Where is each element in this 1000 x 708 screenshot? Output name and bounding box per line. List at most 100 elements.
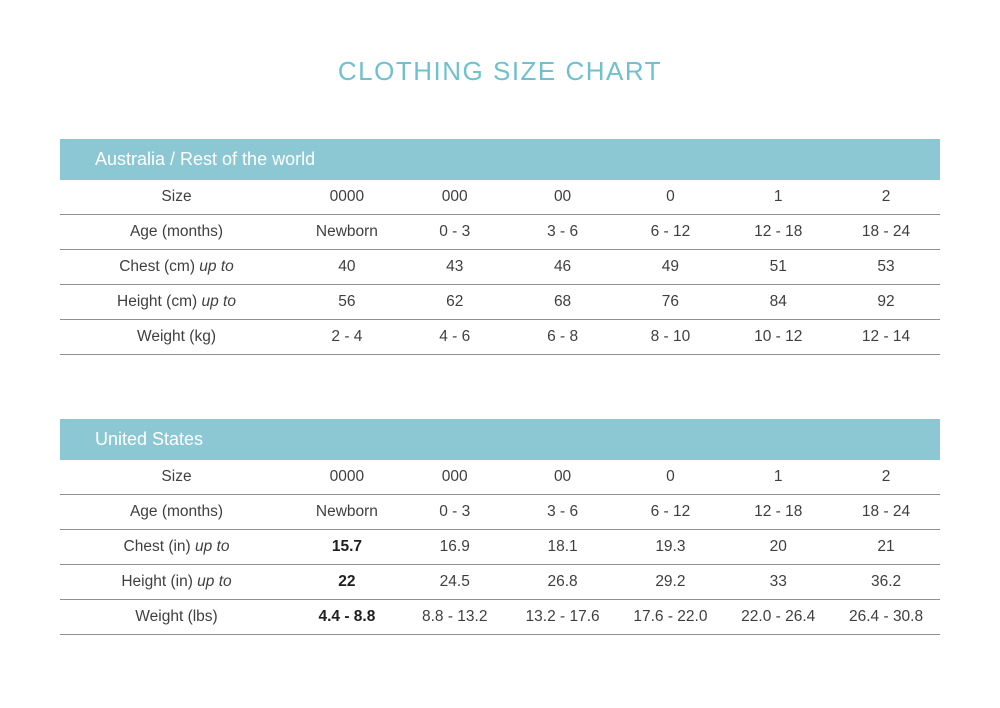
- size-value-cell: 3 - 6: [547, 223, 579, 240]
- row-label-qualifier: up to: [197, 293, 236, 310]
- size-value-cell: 16.9: [439, 538, 470, 555]
- size-value-cell: 46: [553, 258, 572, 275]
- size-value-cell: 26.8: [547, 573, 578, 590]
- row-label: Height (cm) up to: [60, 293, 293, 311]
- size-table-united-states: United States Size 0000 000 00 0 1 2 Age (month…: [60, 419, 940, 635]
- row-label-text: Height (in): [121, 573, 193, 590]
- table-body-united-states: Size 0000 000 00 0 1 2 Age (months) Newborn 0 - 3…: [60, 460, 940, 635]
- size-value-cell: 19.3: [655, 538, 686, 555]
- size-value-cell: 15.7: [331, 538, 362, 555]
- row-label-text: Size: [161, 468, 192, 485]
- size-value-cell: 24.5: [439, 573, 470, 590]
- size-value-cell: 3 - 6: [547, 503, 579, 520]
- size-value-cell: 12 - 18: [754, 223, 803, 240]
- page-title: CLOTHING SIZE CHART: [337, 56, 663, 86]
- row-label: Weight (lbs): [60, 608, 293, 626]
- row-label-qualifier: up to: [192, 573, 232, 590]
- size-value-cell: 8 - 10: [650, 328, 691, 345]
- table-row: Age (months) Newborn 0 - 3 3 - 6 6 - 12 12 - …: [60, 215, 940, 250]
- size-value-cell: 53: [877, 258, 895, 275]
- size-value-cell: Newborn: [315, 223, 378, 240]
- table-row: Age (months) Newborn 0 - 3 3 - 6 6 - 12 12 - …: [60, 495, 940, 530]
- size-value-cell: 2: [881, 468, 891, 485]
- size-value-cell: 68: [553, 293, 572, 310]
- size-value-cell: 12 - 18: [754, 503, 803, 520]
- row-label: Height (in) up to: [60, 573, 293, 591]
- size-value-cell: 29.2: [655, 573, 686, 590]
- row-label: Size: [60, 468, 293, 486]
- size-value-cell: 1: [773, 188, 783, 205]
- size-value-cell: 0 - 3: [439, 503, 471, 520]
- size-value-cell: 00: [553, 468, 572, 485]
- size-value-cell: 4 - 6: [439, 328, 471, 345]
- size-value-cell: 0: [666, 468, 675, 485]
- size-value-cell: 13.2 - 17.6: [525, 608, 600, 625]
- size-value-cell: 000: [441, 188, 468, 205]
- size-value-cell: 92: [877, 293, 895, 310]
- table-header-united-states: United States: [60, 419, 940, 460]
- row-label-qualifier: up to: [195, 258, 234, 275]
- size-value-cell: 18 - 24: [861, 223, 911, 240]
- row-label: Age (months): [60, 223, 293, 241]
- size-value-cell: 0000: [329, 188, 365, 205]
- table-row: Chest (cm) up to 40 43 46 49 51 53: [60, 250, 940, 285]
- size-value-cell: 21: [877, 538, 895, 555]
- row-label-text: Age (months): [129, 223, 224, 240]
- size-value-cell: 6 - 8: [547, 328, 579, 345]
- row-label-text: Age (months): [129, 503, 224, 520]
- size-value-cell: 0 - 3: [439, 223, 471, 240]
- size-value-cell: 20: [769, 538, 787, 555]
- size-table-australia: Australia / Rest of the world Size 0000 00…: [60, 139, 940, 355]
- row-label-text: Chest (in): [123, 538, 191, 555]
- size-value-cell: Newborn: [315, 503, 378, 520]
- size-value-cell: 8.8 - 13.2: [421, 608, 488, 625]
- size-value-cell: 76: [661, 293, 680, 310]
- row-label-text: Weight (kg): [137, 328, 216, 345]
- size-value-cell: 1: [773, 468, 783, 485]
- size-value-cell: 0: [666, 188, 675, 205]
- row-label-text: Size: [161, 188, 192, 205]
- row-label: Chest (in) up to: [60, 538, 293, 556]
- size-value-cell: 00: [553, 188, 572, 205]
- size-value-cell: 18 - 24: [861, 503, 911, 520]
- table-row: Chest (in) up to 15.7 16.9 18.1 19.3 20 21: [60, 530, 940, 565]
- size-value-cell: 40: [338, 258, 356, 275]
- table-row: Size 0000 000 00 0 1 2: [60, 180, 940, 215]
- table-row: Height (cm) up to 56 62 68 76 84 92: [60, 285, 940, 320]
- size-value-cell: 0000: [329, 468, 365, 485]
- size-value-cell: 49: [661, 258, 680, 275]
- row-label: Size: [60, 188, 293, 206]
- table-row: Weight (kg) 2 - 4 4 - 6 6 - 8 8 - 10 10 - 12 1…: [60, 320, 940, 355]
- size-value-cell: 33: [769, 573, 787, 590]
- size-value-cell: 6 - 12: [650, 223, 691, 240]
- size-value-cell: 18.1: [547, 538, 578, 555]
- size-value-cell: 6 - 12: [650, 503, 691, 520]
- table-header-australia: Australia / Rest of the world: [60, 139, 940, 180]
- table-row: Size 0000 000 00 0 1 2: [60, 460, 940, 495]
- size-value-cell: 10 - 12: [754, 328, 803, 345]
- size-value-cell: 36.2: [870, 573, 902, 590]
- size-value-cell: 12 - 14: [861, 328, 911, 345]
- size-value-cell: 22.0 - 26.4: [741, 608, 816, 625]
- row-label: Chest (cm) up to: [60, 258, 293, 276]
- table-body-australia: Size 0000 000 00 0 1 2 Age (months) Newborn 0 - 3…: [60, 180, 940, 355]
- row-label-text: Chest (cm): [119, 258, 195, 275]
- size-value-cell: 84: [769, 293, 787, 310]
- size-value-cell: 17.6 - 22.0: [633, 608, 708, 625]
- row-label-text: Height (cm): [117, 293, 198, 310]
- size-value-cell: 43: [446, 258, 464, 275]
- table-row: Weight (lbs) 4.4 - 8.8 8.8 - 13.2 13.2 - 17…: [60, 600, 940, 635]
- size-value-cell: 2 - 4: [331, 328, 363, 345]
- size-value-cell: 22: [338, 573, 356, 590]
- table-row: Height (in) up to 22 24.5 26.8 29.2 33 36.2: [60, 565, 940, 600]
- size-value-cell: 62: [446, 293, 464, 310]
- row-label: Weight (kg): [60, 328, 293, 346]
- size-value-cell: 4.4 - 8.8: [318, 608, 376, 625]
- row-label: Age (months): [60, 503, 293, 521]
- size-value-cell: 000: [441, 468, 468, 485]
- size-value-cell: 56: [338, 293, 356, 310]
- row-label-qualifier: up to: [190, 538, 230, 555]
- size-value-cell: 26.4 - 30.8: [849, 608, 924, 625]
- size-value-cell: 2: [881, 188, 891, 205]
